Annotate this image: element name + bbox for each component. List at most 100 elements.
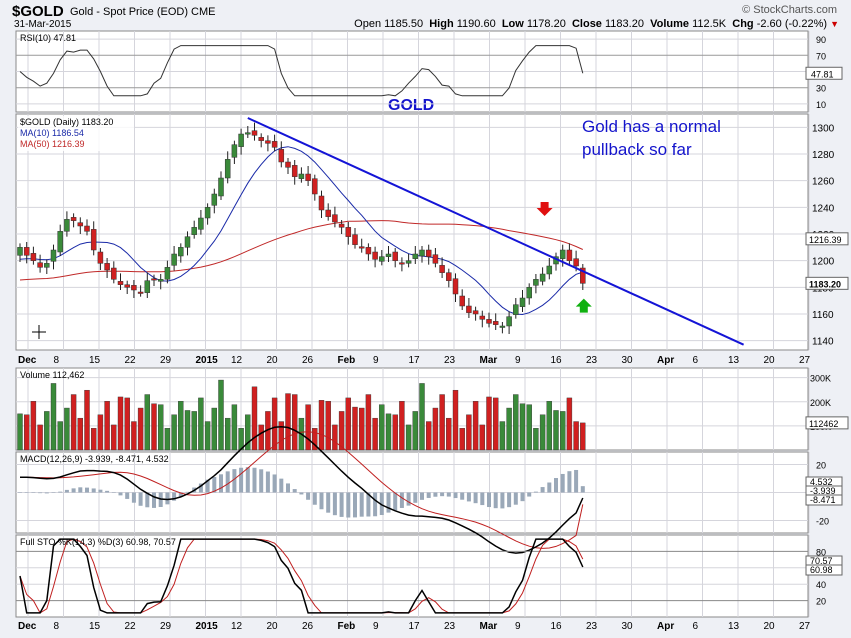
macd-histogram-bar (239, 467, 244, 493)
macd-histogram-bar (111, 492, 116, 493)
volume-bar (131, 421, 137, 451)
ma50-legend: MA(50) 1216.39 (20, 139, 85, 149)
candle-body (513, 304, 519, 315)
candle-body (479, 315, 486, 320)
macd-histogram-bar (98, 489, 103, 493)
rsi-line (19, 45, 584, 97)
macd-histogram-bar (332, 492, 337, 516)
macd-histogram-bar (44, 492, 49, 494)
candle-body (191, 227, 197, 235)
volume-bar (37, 424, 43, 451)
candle-body (124, 284, 130, 288)
volume-bar (338, 411, 345, 451)
macd-histogram-bar (339, 492, 344, 517)
price-tick-label: 1260 (812, 177, 835, 188)
candle-body (332, 214, 338, 223)
volume-bar (472, 401, 479, 451)
candle-body (117, 281, 124, 285)
candle-body (372, 251, 378, 260)
volume-bar (211, 407, 218, 451)
panel-price (15, 113, 809, 351)
macd-histogram-bar (172, 492, 177, 501)
sto-value-box (805, 564, 843, 576)
candle-body (245, 132, 251, 135)
price-xlabel: 8 (54, 355, 60, 366)
sto-xlabel: 17 (409, 621, 421, 632)
dropdown-icon[interactable]: ▼ (830, 19, 839, 29)
price-xlabel: 26 (302, 355, 314, 366)
candle-body (104, 263, 110, 271)
sto-legend: Full STO %K(14,3) %D(3) 60.98, 70.57 (20, 537, 176, 547)
candle-body (432, 254, 439, 264)
sto-xlabel: Apr (657, 621, 674, 632)
trendline (247, 117, 745, 346)
volume-bar (30, 401, 37, 451)
volume-bar (419, 383, 425, 451)
candle-body (224, 159, 231, 179)
volume-bar (258, 424, 264, 451)
ma50-value: 1216.39 (809, 235, 842, 245)
macd-histogram-bar (366, 492, 371, 517)
sto-tick-label: 80 (816, 547, 826, 557)
volume-bar (164, 428, 171, 451)
price-xlabel: 23 (586, 355, 598, 366)
volume-bar (198, 397, 204, 451)
volume-bar (466, 414, 472, 451)
candle-body (539, 273, 546, 282)
candle-body (151, 278, 157, 281)
candle-body (90, 229, 97, 251)
volume-bar (365, 394, 372, 451)
candle-body (184, 236, 191, 248)
volume-bar (77, 417, 84, 451)
macd-tick-label: -20 (816, 517, 829, 527)
candle-body (399, 262, 405, 265)
macd-histogram-bar (279, 478, 284, 493)
price-xlabel: 9 (373, 355, 379, 366)
chart-header: $GOLD Gold - Spot Price (EOD) CME 31-Mar… (0, 0, 851, 30)
volume-bar (292, 394, 298, 451)
macd-histogram-bar (118, 492, 123, 496)
candle-body (298, 173, 305, 179)
candle-body (519, 297, 526, 307)
sto-tick-label: 40 (816, 580, 826, 590)
macd-histogram-bar (493, 492, 498, 509)
candle-body (50, 249, 57, 262)
instrument-name: Gold - Spot Price (EOD) CME (70, 6, 216, 18)
macd-histogram-bar (24, 492, 29, 493)
macd-histogram-bar (259, 469, 264, 493)
macd-histogram-bar (38, 492, 43, 494)
candle-body (392, 251, 398, 261)
rsi-tick-label: 30 (816, 84, 826, 94)
macd-histogram-bar (446, 492, 451, 497)
macd-histogram-bar (386, 492, 391, 513)
volume-bar (97, 414, 104, 451)
macd-histogram-bar (131, 492, 136, 503)
price-xlabel: 23 (444, 355, 456, 366)
macd-histogram-bar (373, 492, 378, 517)
candle-body (144, 280, 151, 293)
volume-bar (546, 401, 552, 451)
candle-body (204, 207, 211, 219)
volume-bar (251, 386, 258, 451)
price-xlabel: 27 (799, 355, 811, 366)
price-xlabel: 29 (160, 355, 172, 366)
sto-xlabel: Dec (18, 621, 37, 632)
macd-histogram-bar (232, 469, 237, 493)
macd-histogram-bar (406, 492, 411, 506)
candle-body (492, 321, 499, 325)
volume-bar (499, 421, 506, 451)
macd-histogram-bar (560, 473, 565, 493)
sto-xlabel: 20 (764, 621, 776, 632)
volume-bar (144, 394, 151, 451)
rsi-value-box (805, 66, 843, 80)
macd-histogram-bar (219, 474, 223, 493)
candle-body (198, 217, 204, 230)
volume-bar (432, 407, 439, 451)
macd-histogram-bar (433, 492, 438, 497)
macd-histogram-bar (198, 483, 203, 493)
candle-body (506, 316, 512, 327)
price-xlabel: 30 (622, 355, 634, 366)
macd-histogram-bar (513, 492, 518, 505)
volume-bar (412, 411, 418, 451)
volume-bar (392, 414, 398, 451)
